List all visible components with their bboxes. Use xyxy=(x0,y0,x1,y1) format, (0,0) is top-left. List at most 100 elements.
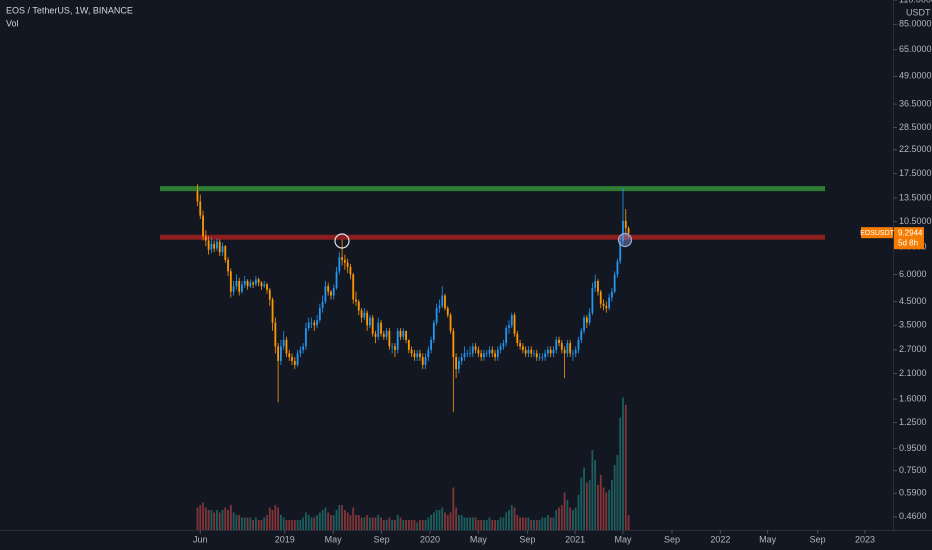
volume-bar xyxy=(254,517,257,530)
candle-body xyxy=(413,353,416,358)
candle-body xyxy=(474,346,477,350)
candle-body xyxy=(394,346,396,350)
volume-bar xyxy=(318,512,321,530)
axis-layer: 110.0000 85.0000 65.0000 49.0000 36.5000 28.5… xyxy=(193,0,932,544)
candle-body xyxy=(318,308,321,321)
candle-body xyxy=(419,353,421,358)
candle-body xyxy=(338,257,341,272)
x-tick-label: May xyxy=(470,534,488,544)
volume-bar xyxy=(521,517,524,530)
candle-body xyxy=(204,236,207,241)
candle-body xyxy=(330,291,332,296)
volume-bar xyxy=(257,520,260,530)
candle-body xyxy=(238,280,241,292)
volume-bar xyxy=(513,507,516,530)
candle-body xyxy=(499,346,502,350)
volume-bar xyxy=(549,517,552,530)
y-tick-label: 4.5000 xyxy=(899,296,927,306)
volume-bar xyxy=(605,492,608,530)
candle-body xyxy=(252,282,254,285)
x-tick-label: Sep xyxy=(664,534,680,544)
level-layer xyxy=(160,186,825,240)
y-tick-label: 1.2500 xyxy=(899,417,927,427)
candle-body xyxy=(360,310,363,318)
volume-bar xyxy=(274,505,277,530)
candle-body xyxy=(438,305,441,309)
y-tick-label: 36.5000 xyxy=(899,98,932,108)
candle-body xyxy=(210,243,213,250)
volume-bar xyxy=(380,517,382,530)
volume-bar xyxy=(327,512,330,530)
volume-bar xyxy=(338,505,341,530)
volume-bar xyxy=(508,510,510,530)
volume-bar xyxy=(613,465,616,530)
volume-bar xyxy=(602,487,605,530)
volume-bar xyxy=(352,507,355,530)
volume-bar xyxy=(313,517,316,530)
volume-bar xyxy=(232,512,235,530)
volume-bar xyxy=(316,515,318,530)
candle-body xyxy=(396,330,399,350)
x-tick-label: 2022 xyxy=(710,534,730,544)
candle-body xyxy=(463,353,466,358)
volume-bar xyxy=(435,510,438,530)
volume-bar xyxy=(547,515,549,530)
volume-bar xyxy=(599,475,602,530)
volume-bar xyxy=(321,510,324,530)
price-tag-countdown: 5d 8h xyxy=(898,238,918,247)
volume-bar xyxy=(305,512,307,530)
volume-bar xyxy=(460,515,463,530)
volume-bar xyxy=(410,520,413,530)
candle-body xyxy=(254,279,257,285)
volume-bar xyxy=(302,517,305,530)
volume-bar xyxy=(263,517,266,530)
volume-bar xyxy=(238,515,241,530)
volume-bar xyxy=(293,520,296,530)
volume-bar xyxy=(585,482,588,530)
volume-bar xyxy=(527,517,530,530)
candle-body xyxy=(577,339,580,350)
candle-body xyxy=(427,349,430,358)
y-tick-label: 2.1000 xyxy=(899,368,927,378)
candle-body xyxy=(597,280,599,292)
volume-bar xyxy=(271,510,274,530)
candle-body xyxy=(583,317,585,331)
volume-bar xyxy=(249,517,252,530)
candle-body xyxy=(627,228,630,234)
y-tick-label: 2.7000 xyxy=(899,344,927,354)
indicator-name: Vol xyxy=(6,18,19,28)
volume-bar xyxy=(221,510,224,530)
candle-body xyxy=(502,343,505,347)
x-tick-label: 2021 xyxy=(565,534,585,544)
volume-bar xyxy=(541,517,544,530)
candle-body xyxy=(405,330,407,340)
candle-body xyxy=(458,360,460,370)
candle-body xyxy=(341,257,343,260)
candle-body xyxy=(441,295,444,306)
candle-body xyxy=(243,280,246,285)
candle-body xyxy=(407,339,410,350)
volume-bar xyxy=(246,517,249,530)
candle-body xyxy=(221,246,224,253)
volume-bar xyxy=(360,517,363,530)
candle-body xyxy=(224,246,227,260)
volume-bar xyxy=(341,505,343,530)
candle-body xyxy=(610,291,613,298)
volume-bar xyxy=(235,515,238,530)
volume-bar xyxy=(288,520,291,530)
volume-bar xyxy=(260,520,263,530)
volume-bar xyxy=(277,507,280,530)
volume-bar xyxy=(291,520,293,530)
candle-body xyxy=(274,322,277,347)
volume-bar xyxy=(577,495,580,530)
price-tag-bg xyxy=(894,227,924,250)
candle-body xyxy=(477,349,480,354)
volume-bar xyxy=(424,520,427,530)
y-tick-label: 10.5000 xyxy=(899,216,932,226)
y-tick-label: 1.6000 xyxy=(899,394,927,404)
candle-body xyxy=(619,241,622,262)
x-tick-label: Sep xyxy=(810,534,826,544)
volume-bar xyxy=(416,522,419,530)
y-tick-label: 49.0000 xyxy=(899,71,932,81)
candle-body xyxy=(288,353,291,358)
